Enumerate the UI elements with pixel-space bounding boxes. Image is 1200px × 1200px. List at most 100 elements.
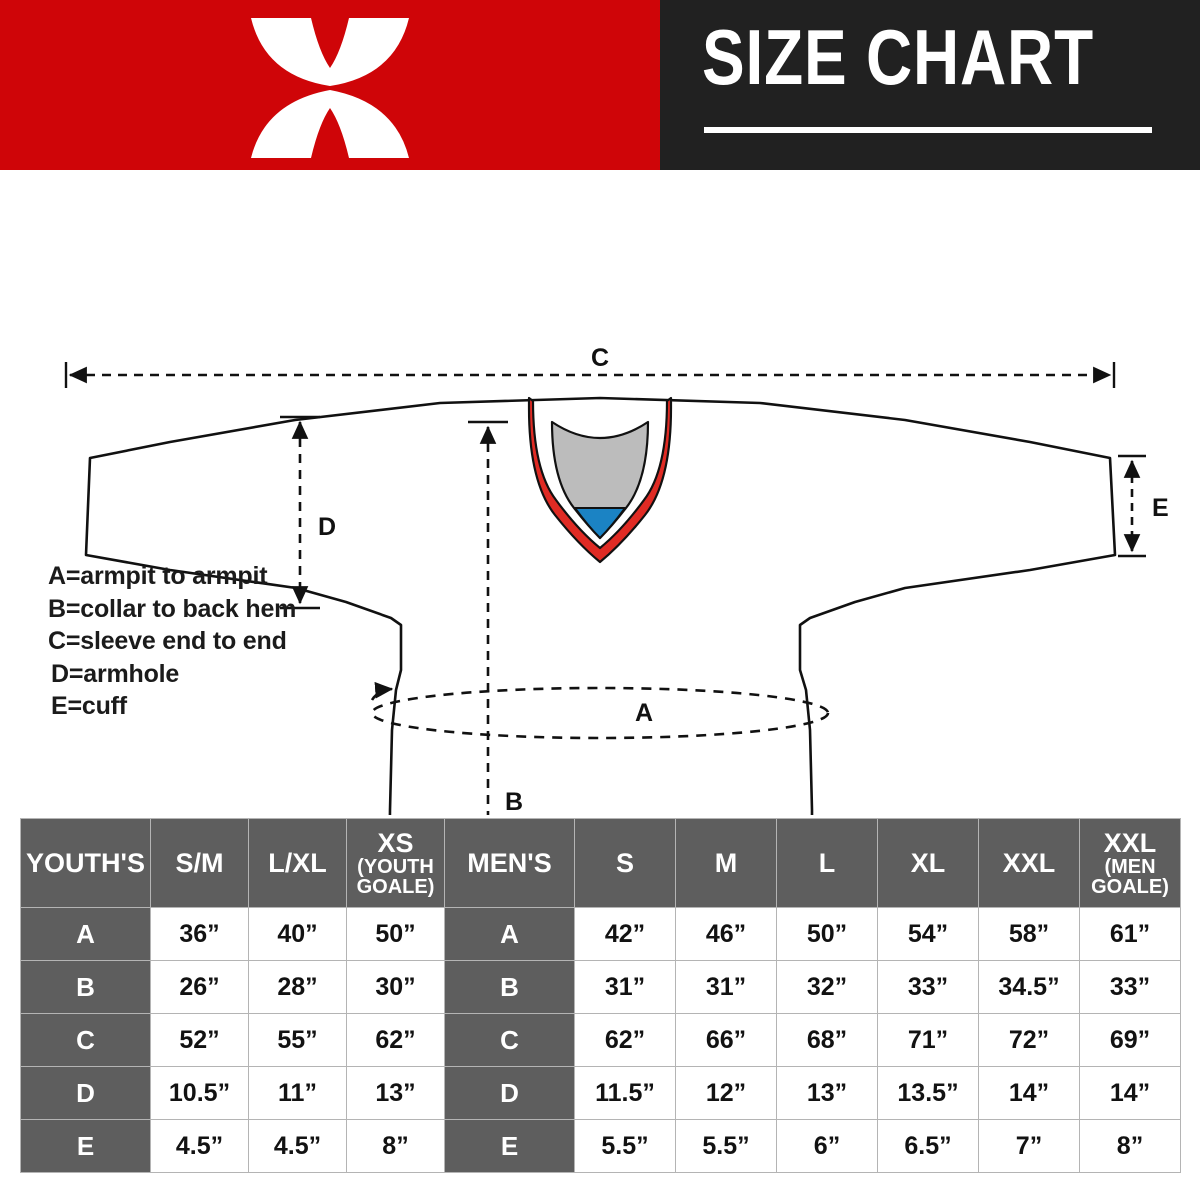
column-header-youths[interactable]: YOUTH'S	[20, 818, 151, 908]
row-label-youth-a: A	[20, 907, 151, 961]
column-header-xxl-main: XXL	[1002, 847, 1056, 878]
column-header-xxl[interactable]: XXL	[978, 818, 1080, 908]
cell-men-d-m: 12”	[675, 1066, 777, 1120]
column-header-m[interactable]: M	[675, 818, 777, 908]
cell-men-e-xxlg: 8”	[1079, 1119, 1181, 1173]
column-header-s[interactable]: S	[574, 818, 676, 908]
dimension-a: A	[370, 681, 830, 740]
cell-youth-d-xs: 13”	[346, 1066, 445, 1120]
column-header-m-main: M	[714, 847, 738, 878]
cell-men-b-xl: 33”	[877, 960, 979, 1014]
cell-men-b-m: 31”	[675, 960, 777, 1014]
cell-youth-b-xs: 30”	[346, 960, 445, 1014]
cell-youth-e-sm: 4.5”	[150, 1119, 249, 1173]
column-header-l[interactable]: L	[776, 818, 878, 908]
cell-men-d-xxl: 14”	[978, 1066, 1080, 1120]
jersey-svg: C D E	[64, 344, 1169, 815]
cell-youth-c-sm: 52”	[150, 1013, 249, 1067]
cell-men-e-m: 5.5”	[675, 1119, 777, 1173]
row-label-youth-c: C	[20, 1013, 151, 1067]
cell-men-a-s: 42”	[574, 907, 676, 961]
dimension-c-label: C	[591, 344, 609, 372]
page-title: SIZE CHART	[702, 13, 1094, 101]
column-header-sm[interactable]: S/M	[150, 818, 249, 908]
column-header-xs-main: XS	[377, 827, 414, 858]
row-label-men-a: A	[444, 907, 575, 961]
cell-men-e-xl: 6.5”	[877, 1119, 979, 1173]
table-row: C 52” 55” 62” C 62” 66” 68” 71” 72” 69”	[20, 1013, 1181, 1067]
size-table: YOUTH'S S/M L/XL XS (YOUTH GOALE) MEN'S …	[20, 818, 1181, 1173]
cell-men-b-l: 32”	[776, 960, 878, 1014]
row-label-men-d: D	[444, 1066, 575, 1120]
cell-men-b-xxlg: 33”	[1079, 960, 1181, 1014]
column-header-xl[interactable]: XL	[877, 818, 979, 908]
column-header-lxl[interactable]: L/XL	[248, 818, 347, 908]
column-header-xxlg-main: XXL	[1103, 827, 1157, 858]
table-row: E 4.5” 4.5” 8” E 5.5” 5.5” 6” 6.5” 7” 8”	[20, 1119, 1181, 1173]
column-header-youths-main: YOUTH'S	[26, 847, 145, 878]
page-header: KXK SIZE CHART	[0, 0, 1200, 210]
column-header-lxl-main: L/XL	[268, 847, 327, 878]
row-label-youth-b: B	[20, 960, 151, 1014]
cell-men-b-xxl: 34.5”	[978, 960, 1080, 1014]
column-header-xs-youth-goale[interactable]: XS (YOUTH GOALE)	[346, 818, 445, 908]
cell-youth-e-xs: 8”	[346, 1119, 445, 1173]
cell-youth-e-lxl: 4.5”	[248, 1119, 347, 1173]
table-row: A 36” 40” 50” A 42” 46” 50” 54” 58” 61”	[20, 907, 1181, 961]
cell-men-c-xxl: 72”	[978, 1013, 1080, 1067]
dimension-d: D	[280, 415, 336, 610]
cell-men-c-m: 66”	[675, 1013, 777, 1067]
kxk-butterfly-icon	[251, 18, 409, 158]
cell-men-c-l: 68”	[776, 1013, 878, 1067]
cell-men-c-xl: 71”	[877, 1013, 979, 1067]
dimension-d-label: D	[318, 513, 336, 541]
cell-youth-b-lxl: 28”	[248, 960, 347, 1014]
dimension-e: E	[1118, 454, 1169, 558]
dimension-e-label: E	[1152, 494, 1169, 522]
kxk-wordmark-icon: KXK	[205, 162, 455, 210]
cell-men-c-xxlg: 69”	[1079, 1013, 1181, 1067]
cell-men-e-s: 5.5”	[574, 1119, 676, 1173]
cell-youth-a-xs: 50”	[346, 907, 445, 961]
cell-men-a-m: 46”	[675, 907, 777, 961]
cell-youth-a-lxl: 40”	[248, 907, 347, 961]
column-header-mens-main: MEN'S	[467, 847, 552, 878]
legend-item-d: D=armhole	[51, 659, 180, 688]
table-row: B 26” 28” 30” B 31” 31” 32” 33” 34.5” 33…	[20, 960, 1181, 1014]
title-panel: SIZE CHART	[660, 0, 1200, 170]
cell-men-a-xl: 54”	[877, 907, 979, 961]
table-row: D 10.5” 11” 13” D 11.5” 12” 13” 13.5” 14…	[20, 1066, 1181, 1120]
row-label-men-c: C	[444, 1013, 575, 1067]
cell-youth-c-xs: 62”	[346, 1013, 445, 1067]
dimension-b: B	[468, 420, 523, 815]
cell-youth-d-lxl: 11”	[248, 1066, 347, 1120]
column-header-mens[interactable]: MEN'S	[444, 818, 575, 908]
legend-item-e: E=cuff	[51, 692, 127, 720]
legend-item-c: C=sleeve end to end	[48, 627, 287, 655]
cell-men-a-xxl: 58”	[978, 907, 1080, 961]
cell-men-a-xxlg: 61”	[1079, 907, 1181, 961]
jersey-diagram: C D E	[0, 170, 1200, 815]
kxk-wordmark-text: KXK	[285, 162, 374, 210]
cell-youth-a-sm: 36”	[150, 907, 249, 961]
column-header-sm-main: S/M	[175, 847, 224, 878]
cell-men-d-s: 11.5”	[574, 1066, 676, 1120]
title-underline	[704, 127, 1152, 133]
column-header-xxl-men-goale[interactable]: XXL (MEN GOALE)	[1079, 818, 1181, 908]
column-header-l-main: L	[818, 847, 836, 878]
cell-men-c-s: 62”	[574, 1013, 676, 1067]
row-label-youth-e: E	[20, 1119, 151, 1173]
legend-item-a: A=armpit to armpit	[48, 562, 268, 590]
row-label-men-e: E	[444, 1119, 575, 1173]
measurement-legend: A=armpit to armpit B=collar to back hem …	[48, 560, 296, 723]
row-label-men-b: B	[444, 960, 575, 1014]
cell-men-e-l: 6”	[776, 1119, 878, 1173]
jersey-collar	[527, 396, 673, 564]
legend-item-b: B=collar to back hem	[48, 594, 297, 623]
dimension-a-label: A	[635, 699, 653, 727]
cell-men-a-l: 50”	[776, 907, 878, 961]
dimension-b-label: B	[505, 788, 523, 815]
size-table-wrap: YOUTH'S S/M L/XL XS (YOUTH GOALE) MEN'S …	[20, 818, 1181, 1173]
table-header-row: YOUTH'S S/M L/XL XS (YOUTH GOALE) MEN'S …	[20, 818, 1181, 908]
cell-men-e-xxl: 7”	[978, 1119, 1080, 1173]
